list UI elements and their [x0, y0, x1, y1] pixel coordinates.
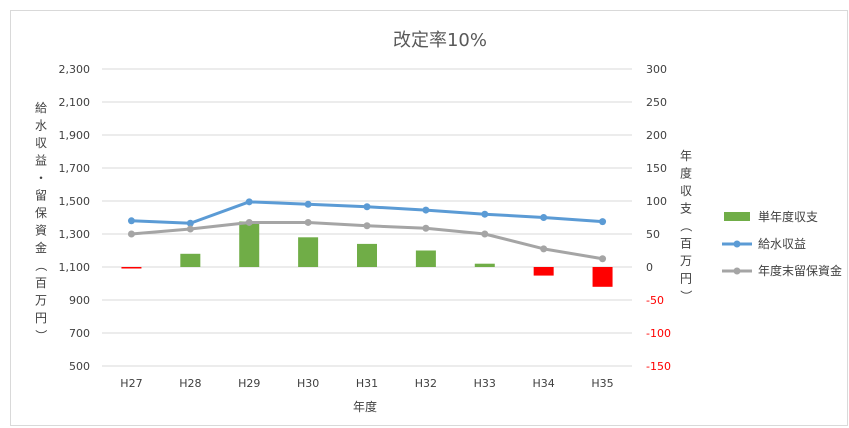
- bar: [474, 263, 495, 267]
- axis-title-char: 年: [680, 149, 692, 163]
- data-point: [186, 219, 194, 227]
- data-point: [481, 230, 489, 238]
- x-tick-label: H29: [238, 377, 260, 390]
- axis-title-char: 収: [35, 136, 47, 150]
- left-tick-label: 2,100: [59, 96, 91, 109]
- x-axis-title: 年度: [353, 399, 377, 414]
- left-tick-label: 1,700: [59, 162, 91, 175]
- data-point: [363, 222, 371, 230]
- right-tick-label: -150: [646, 360, 671, 373]
- data-point: [540, 245, 548, 253]
- left-tick-label: 900: [69, 294, 90, 307]
- bar: [298, 237, 319, 267]
- data-point: [422, 206, 430, 214]
- axis-title-char: （: [34, 259, 48, 271]
- axis-title-char: 万: [35, 294, 47, 308]
- legend-swatch: [724, 212, 750, 221]
- left-tick-label: 700: [69, 327, 90, 340]
- x-axis-ticks: H27 H28 H29 H30 H31 H32 H33 H34 H35: [120, 377, 613, 390]
- left-tick-label: 500: [69, 360, 90, 373]
- x-tick-label: H35: [591, 377, 613, 390]
- data-point: [540, 214, 548, 221]
- left-axis-ticks: 2,300 2,100 1,900 1,700 1,500 1,300 1,100 900 70…: [59, 63, 91, 373]
- axis-title-char: 益: [35, 154, 47, 168]
- axis-title-char: （: [679, 220, 693, 232]
- axis-title-char: 円: [35, 311, 47, 325]
- right-tick-label: 200: [646, 129, 667, 142]
- data-point: [599, 255, 607, 263]
- x-tick-label: H32: [415, 377, 437, 390]
- right-axis-ticks: 300 250 200 150 100 50 0 -50 -100 -150: [646, 63, 671, 373]
- data-point: [245, 218, 253, 226]
- data-point: [599, 218, 607, 226]
- right-tick-label: 50: [646, 228, 660, 241]
- data-point: [304, 218, 312, 226]
- data-point: [245, 198, 253, 206]
- data-point: [127, 217, 135, 225]
- axis-title-char: 収: [680, 184, 692, 198]
- data-point: [422, 224, 430, 232]
- x-tick-label: H28: [179, 377, 201, 390]
- left-tick-label: 1,100: [59, 261, 91, 274]
- axis-title-char: 百: [35, 276, 47, 290]
- left-tick-label: 1,900: [59, 129, 91, 142]
- left-axis-title: 給水収益・留保資金 （ 百万円 ）: [34, 101, 48, 342]
- data-point: [304, 200, 312, 208]
- right-tick-label: 0: [646, 261, 653, 274]
- right-tick-label: 100: [646, 195, 667, 208]
- legend-label: 給水収益: [758, 237, 806, 251]
- left-tick-label: 1,500: [59, 195, 91, 208]
- x-tick-label: H34: [533, 377, 555, 390]
- bar: [239, 221, 260, 267]
- axis-title-char: 保: [35, 206, 47, 220]
- right-tick-label: 250: [646, 96, 667, 109]
- right-tick-label: 300: [646, 63, 667, 76]
- legend-label: 単年度収支: [758, 209, 818, 224]
- axis-title-char: 水: [35, 119, 47, 133]
- axis-title-char: ）: [679, 290, 693, 302]
- axis-title-char: 支: [680, 202, 692, 216]
- data-point: [127, 230, 135, 238]
- x-tick-label: H27: [120, 377, 142, 390]
- bar: [533, 267, 554, 276]
- x-tick-label: H31: [356, 377, 378, 390]
- right-tick-label: 150: [646, 162, 667, 175]
- legend-marker: [733, 267, 741, 275]
- right-tick-label: -100: [646, 327, 671, 340]
- chart-frame: [10, 10, 848, 426]
- axis-title-char: 万: [680, 254, 692, 268]
- bar: [592, 267, 613, 287]
- bar-series: [121, 221, 613, 287]
- axis-title-char: 留: [35, 189, 47, 203]
- bar: [121, 267, 142, 269]
- legend-marker: [733, 240, 741, 248]
- data-point: [481, 210, 489, 218]
- data-point: [363, 203, 371, 211]
- right-axis-title: 年度収支 （ 百万円 ）: [679, 149, 693, 302]
- axis-title-char: 資: [35, 224, 47, 238]
- bar: [415, 250, 436, 267]
- bar: [180, 253, 201, 267]
- legend-label: 年度末留保資金: [758, 263, 842, 278]
- chart-title: 改定率10%: [393, 30, 487, 51]
- x-tick-label: H30: [297, 377, 319, 390]
- axis-title-char: ）: [34, 329, 48, 341]
- axis-title-char: 百: [680, 237, 692, 251]
- axis-title-char: 金: [35, 240, 47, 255]
- axis-title-char: 度: [680, 166, 692, 181]
- bar: [357, 243, 377, 267]
- left-tick-label: 2,300: [59, 63, 91, 76]
- data-point: [186, 225, 194, 233]
- line-series: [127, 198, 607, 263]
- axis-title-char: 給: [35, 101, 47, 115]
- axis-title-char: ・: [35, 171, 47, 185]
- x-tick-label: H33: [474, 377, 496, 390]
- left-tick-label: 1,300: [59, 228, 91, 241]
- right-tick-label: -50: [646, 294, 664, 307]
- axis-title-char: 円: [680, 272, 692, 286]
